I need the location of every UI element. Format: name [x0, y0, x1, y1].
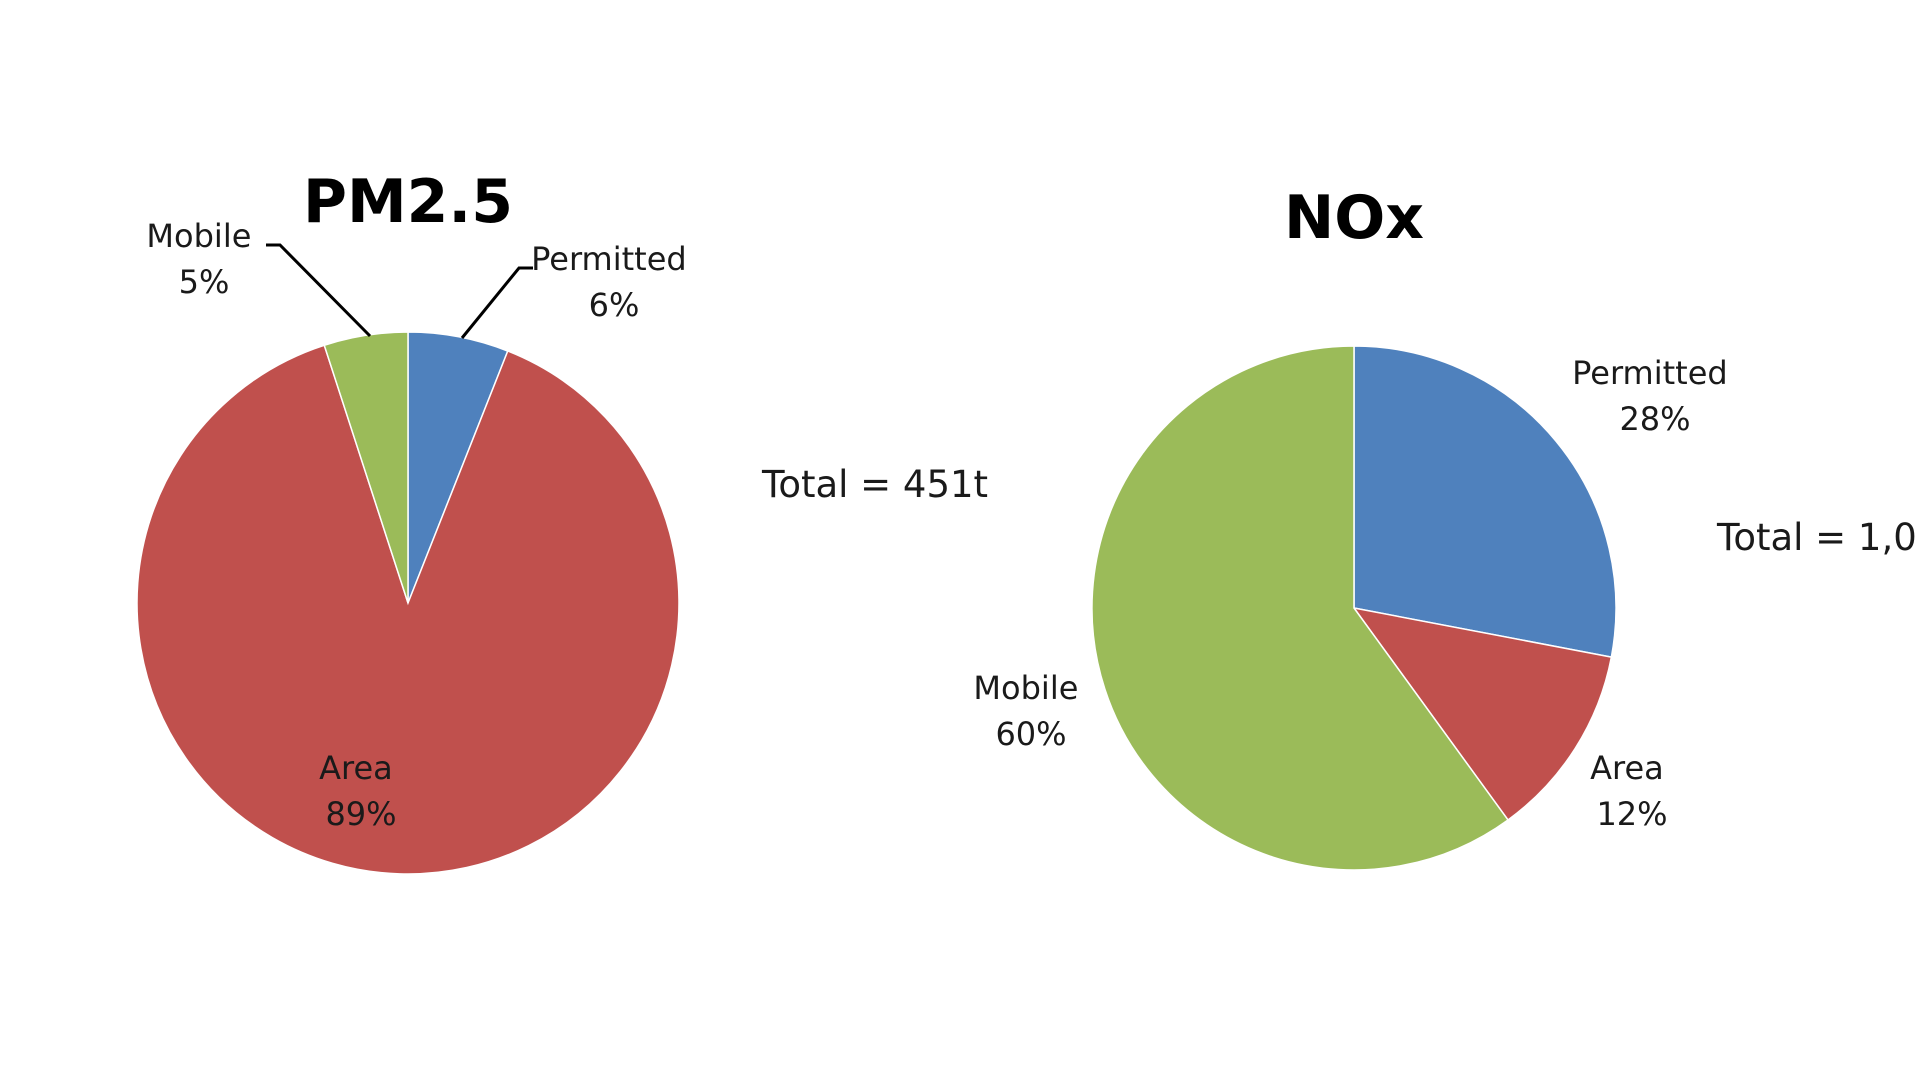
pm25-slice-mobile: [323, 331, 409, 604]
pm25-permitted-label: Permitted 6%: [531, 240, 697, 324]
nox-area-name: Area: [1590, 749, 1664, 787]
pm25-mobile-percent: 5%: [179, 263, 230, 301]
nox-pie: [1091, 345, 1617, 871]
pm25-area-name: Area: [319, 749, 393, 787]
nox-permitted-name: Permitted: [1572, 354, 1728, 392]
pm25-chart-title: PM2.5: [303, 167, 513, 237]
pm25-mobile-label: Mobile 5%: [146, 217, 261, 301]
pm25-area-percent: 89%: [325, 795, 396, 833]
pm25-chart: PM2.5 Mobile 5% Permitted 6% Area 89% To…: [136, 167, 988, 875]
nox-slice-mobile: [1091, 345, 1510, 871]
nox-mobile-percent: 60%: [995, 715, 1066, 753]
nox-total-label: Total = 1,0: [1716, 516, 1917, 559]
nox-mobile-label: Mobile 60%: [973, 669, 1088, 753]
pm25-mobile-name: Mobile: [146, 217, 251, 255]
pm25-mobile-leader-line: [266, 243, 372, 338]
nox-slice-area: [1352, 606, 1613, 822]
nox-chart: NOx Permitted 28% Area 12% Mobile 60% To…: [973, 183, 1917, 871]
nox-area-percent: 12%: [1596, 795, 1667, 833]
nox-permitted-percent: 28%: [1619, 400, 1690, 438]
pm25-area-label: Area 89%: [319, 749, 403, 833]
pm25-slice-area: [136, 344, 680, 875]
nox-mobile-name: Mobile: [973, 669, 1078, 707]
pm25-total-label: Total = 451t: [761, 463, 988, 506]
nox-area-label: Area 12%: [1590, 749, 1674, 833]
pm25-permitted-name: Permitted: [531, 240, 687, 278]
pm25-permitted-percent: 6%: [589, 286, 640, 324]
pm25-permitted-leader-line: [460, 266, 533, 339]
nox-slice-permitted: [1353, 345, 1617, 658]
nox-chart-title: NOx: [1284, 183, 1424, 253]
nox-permitted-label: Permitted 28%: [1572, 354, 1738, 438]
pm25-pie: [136, 331, 680, 875]
